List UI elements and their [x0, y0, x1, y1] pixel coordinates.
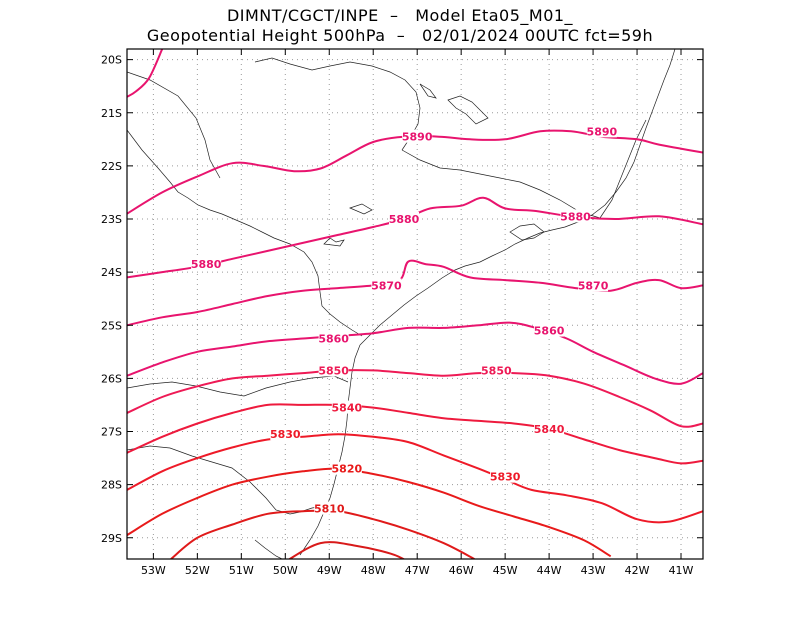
lat-tick-label: 22S	[101, 160, 122, 173]
contour-label-5880: 5880	[389, 213, 420, 226]
contour-5850	[127, 369, 703, 428]
lat-tick-label: 21S	[101, 107, 122, 120]
contour-label-5850: 5850	[481, 364, 512, 377]
contour-label-bg	[481, 363, 512, 377]
contour-label-5810: 5810	[314, 503, 345, 516]
lon-tick-label: 45W	[493, 564, 518, 577]
contour-label-5830: 5830	[270, 428, 301, 441]
contour-label-bg	[586, 124, 617, 138]
border-state-pr-sc	[127, 375, 349, 397]
longitude-axis: 53W 52W 51W 50W 49W 48W 47W 46W 45W 44W 43W 42W 41W	[141, 49, 694, 577]
lon-tick-label: 46W	[449, 564, 474, 577]
contour-label-bg	[490, 469, 521, 483]
lat-tick-label: 29S	[101, 532, 122, 545]
lon-tick-label: 42W	[625, 564, 650, 577]
contour-5860	[127, 321, 703, 385]
contour-label-5860: 5860	[318, 333, 349, 346]
plot-frame	[126, 48, 704, 560]
contour-label-5880: 5880	[191, 258, 222, 271]
lagoon-north	[447, 95, 489, 125]
lon-tick-label: 51W	[229, 564, 254, 577]
border-uruguay	[254, 539, 283, 559]
contour-label-5840: 5840	[534, 423, 565, 436]
border-state-es	[599, 119, 647, 219]
contour-label-bg	[331, 461, 362, 475]
lat-tick-label: 24S	[101, 266, 122, 279]
lon-tick-label: 52W	[185, 564, 210, 577]
contour-5870	[127, 259, 703, 327]
lon-tick-label: 41W	[669, 564, 694, 577]
river-parana	[323, 237, 345, 247]
border-state-sc-rs	[127, 445, 339, 515]
contour-5840	[127, 403, 703, 465]
contour-label-bg	[371, 278, 402, 292]
contour-label-5850: 5850	[318, 364, 349, 377]
border-state-mg	[254, 57, 421, 151]
map-title-line2: Geopotential Height 500hPa – 02/01/2024 …	[146, 26, 654, 45]
contour-label-bg	[534, 323, 565, 337]
lon-tick-label: 43W	[581, 564, 606, 577]
contour-label-bg	[191, 257, 222, 271]
contour-label-bg	[314, 501, 345, 515]
contour-label-bg	[578, 278, 609, 292]
lon-tick-label: 48W	[361, 564, 386, 577]
lat-tick-label: 27S	[101, 426, 122, 439]
contour-label-bg	[318, 331, 349, 345]
contour-label-5870: 5870	[578, 279, 609, 292]
island-sp	[349, 203, 373, 215]
contour-label-5860: 5860	[534, 325, 565, 338]
lon-tick-label: 50W	[273, 564, 298, 577]
latitude-axis: 20S 21S 22S 23S 24S 25S 26S 27S 28S 29S	[101, 54, 703, 545]
contour-5820	[127, 467, 612, 558]
border-state-rj	[401, 149, 601, 219]
coastline	[359, 49, 676, 346]
coastline-south	[299, 344, 361, 556]
contour-label-5890: 5890	[402, 131, 433, 144]
bay-guanabara	[509, 223, 545, 241]
contour-5800	[287, 541, 406, 559]
map-title-line1: DIMNT/CGCT/INPE – Model Eta05_M01_	[226, 6, 574, 25]
contour-label-bg	[389, 212, 420, 225]
border-west	[127, 129, 363, 337]
contour-label-5820: 5820	[332, 463, 363, 476]
contour-label-bg	[331, 400, 362, 414]
contour-label-bg	[534, 421, 565, 435]
contour-5810	[170, 509, 475, 559]
contour-label-5840: 5840	[332, 402, 363, 415]
contour-labels: 5890 5890 5880 5880 5880 5870 5870 5860 5860 5850…	[191, 124, 618, 516]
contour-label-bg	[270, 427, 301, 441]
lat-tick-label: 28S	[101, 479, 122, 492]
lat-tick-label: 20S	[101, 54, 122, 67]
coastline-borders	[127, 49, 676, 559]
lon-tick-label: 49W	[317, 564, 342, 577]
contour-5900	[127, 49, 164, 98]
contour-label-5890: 5890	[587, 125, 618, 138]
lat-tick-label: 26S	[101, 372, 122, 385]
border-state-ms	[127, 71, 221, 179]
contour-label-bg	[318, 363, 349, 377]
contour-label-bg	[560, 209, 591, 223]
lat-tick-label: 25S	[101, 319, 122, 332]
contour-label-5870: 5870	[371, 279, 402, 292]
lake-minas	[419, 83, 437, 99]
contour-5830	[127, 433, 703, 524]
lon-tick-label: 47W	[405, 564, 430, 577]
lon-tick-label: 53W	[141, 564, 166, 577]
contour-label-5830: 5830	[490, 471, 521, 484]
lat-tick-label: 23S	[101, 213, 122, 226]
contour-label-bg	[402, 129, 433, 143]
lon-tick-label: 44W	[537, 564, 562, 577]
contour-label-5880: 5880	[560, 210, 591, 223]
